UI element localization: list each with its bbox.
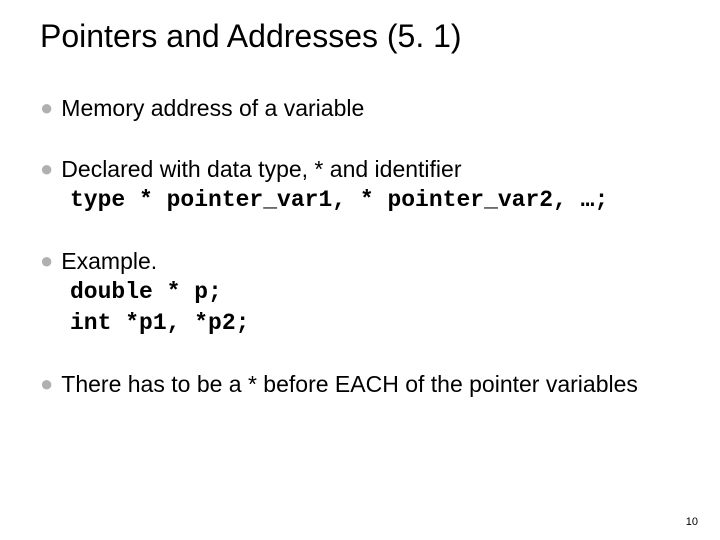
bullet-text: Declared with data type, * and identifie…	[61, 154, 680, 185]
code-line: type * pointer_var1, * pointer_var2, …;	[70, 185, 680, 216]
code-line: int *p1, *p2;	[70, 308, 680, 339]
bullet-marker-icon: ●	[40, 154, 53, 184]
bullet-item-2: ● Example. double * p; int *p1, *p2;	[40, 246, 680, 339]
bullet-item-3: ● There has to be a * before EACH of the…	[40, 369, 680, 400]
bullet-line: ● Example.	[40, 246, 680, 277]
bullet-text: Memory address of a variable	[61, 93, 680, 124]
bullet-marker-icon: ●	[40, 93, 53, 123]
bullet-marker-icon: ●	[40, 369, 53, 399]
bullet-text: Example.	[61, 246, 680, 277]
slide-container: Pointers and Addresses (5. 1) ● Memory a…	[0, 0, 720, 400]
bullet-line: ● Declared with data type, * and identif…	[40, 154, 680, 185]
bullet-line: ● There has to be a * before EACH of the…	[40, 369, 680, 400]
bullet-item-1: ● Declared with data type, * and identif…	[40, 154, 680, 216]
code-line: double * p;	[70, 277, 680, 308]
page-number: 10	[686, 516, 698, 528]
bullet-item-0: ● Memory address of a variable	[40, 93, 680, 124]
slide-title: Pointers and Addresses (5. 1)	[40, 18, 680, 55]
bullet-text: There has to be a * before EACH of the p…	[61, 369, 680, 400]
bullet-marker-icon: ●	[40, 246, 53, 276]
bullet-line: ● Memory address of a variable	[40, 93, 680, 124]
